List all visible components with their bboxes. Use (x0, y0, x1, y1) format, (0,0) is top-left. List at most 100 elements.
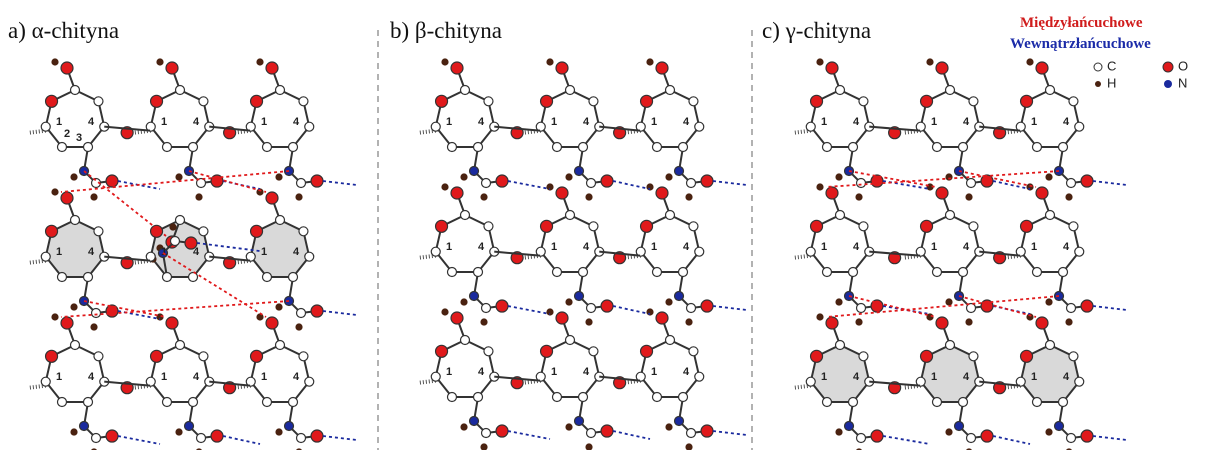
atom (57, 143, 66, 152)
atom (686, 194, 692, 200)
atom (587, 304, 596, 313)
atom (806, 122, 815, 131)
atom (969, 97, 978, 106)
atom (305, 377, 314, 386)
atom (484, 347, 493, 356)
atom (162, 398, 171, 407)
atom (826, 62, 838, 74)
atom (666, 336, 675, 345)
legend-atom (1164, 80, 1172, 88)
atom (481, 319, 487, 325)
ring-number: 4 (478, 241, 485, 253)
atom (686, 444, 692, 450)
ring-number: 4 (88, 371, 95, 383)
atom (587, 179, 596, 188)
atom (579, 268, 588, 277)
atom (94, 97, 103, 106)
legend-atom (1094, 63, 1102, 71)
atom (701, 175, 713, 187)
atom (566, 211, 575, 220)
atom (927, 59, 933, 65)
atom (276, 429, 282, 435)
atom (689, 347, 698, 356)
atom (166, 317, 178, 329)
atom (92, 309, 101, 318)
legend-atom (1095, 81, 1101, 87)
atom (652, 143, 661, 152)
atom (641, 95, 653, 107)
atom (817, 184, 823, 190)
atom (451, 312, 463, 324)
ring-number: 4 (853, 371, 860, 383)
atom (52, 59, 58, 65)
atom (695, 247, 704, 256)
atom (966, 319, 972, 325)
ring-number: 1 (651, 366, 657, 378)
atom (1075, 247, 1084, 256)
atom (482, 429, 491, 438)
atom (299, 352, 308, 361)
atom (84, 273, 93, 282)
ring-number: 1 (821, 371, 827, 383)
atom (1075, 377, 1084, 386)
atom (921, 220, 933, 232)
atom (579, 393, 588, 402)
atom (166, 62, 178, 74)
atom (969, 222, 978, 231)
atom (959, 268, 968, 277)
ring-number: 1 (931, 371, 937, 383)
atom (859, 222, 868, 231)
ring-number: 1 (821, 241, 827, 253)
atom (836, 429, 842, 435)
atom (836, 341, 845, 350)
atom (52, 314, 58, 320)
atom (822, 398, 831, 407)
atom (689, 222, 698, 231)
atom (266, 317, 278, 329)
atom (1069, 97, 1078, 106)
atom (566, 86, 575, 95)
atom (61, 62, 73, 74)
atom (689, 97, 698, 106)
atom (157, 59, 163, 65)
atom (946, 211, 955, 220)
atom (927, 314, 933, 320)
atom (586, 194, 592, 200)
atom (556, 187, 568, 199)
atom (296, 324, 302, 330)
atom (695, 372, 704, 381)
ring-number: 4 (583, 116, 590, 128)
atom (266, 192, 278, 204)
atom (675, 417, 684, 426)
atom (41, 252, 50, 261)
ring-number: 1 (446, 366, 452, 378)
atom (959, 143, 968, 152)
atom (575, 417, 584, 426)
atom (666, 211, 675, 220)
atom (170, 224, 176, 230)
atom (299, 97, 308, 106)
atom (936, 62, 948, 74)
atom (859, 97, 868, 106)
atom (641, 345, 653, 357)
atom (601, 300, 613, 312)
atom (1081, 175, 1093, 187)
ring-number: 4 (293, 116, 300, 128)
atom (579, 143, 588, 152)
atom (481, 194, 487, 200)
ring-number: 1 (261, 371, 267, 383)
atom (297, 434, 306, 443)
atom (811, 95, 823, 107)
atom (936, 317, 948, 329)
atom (687, 429, 696, 438)
ring-number: 1 (1031, 371, 1037, 383)
ring-number: 4 (583, 366, 590, 378)
atom (251, 95, 263, 107)
atom (921, 95, 933, 107)
atom (946, 299, 952, 305)
ring-number: 4 (88, 246, 95, 258)
atom (189, 143, 198, 152)
atom (461, 299, 467, 305)
atom (496, 300, 508, 312)
atom (1069, 222, 1078, 231)
